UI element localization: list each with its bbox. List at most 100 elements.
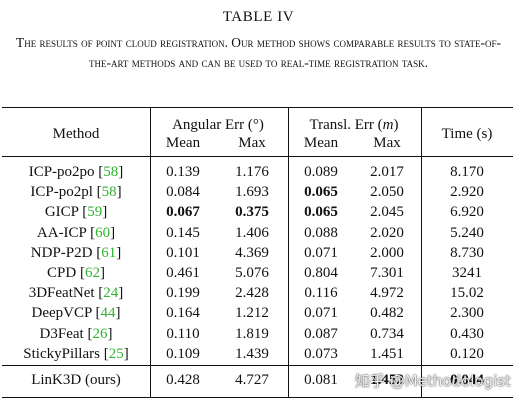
method-cell: NDP-P2D [61] (30, 245, 122, 261)
header-transl-max: Max (373, 135, 401, 151)
value-cell-ang-max: 4.727 (235, 372, 269, 388)
top-rule (2, 107, 513, 109)
citation-link[interactable]: 62 (84, 265, 100, 281)
method-cell: GICP [59] (44, 204, 108, 220)
citation-link[interactable]: 24 (103, 285, 119, 301)
method-cell: ICP-po2po [58] (28, 164, 124, 180)
method-cell: ICP-po2pl [58] (30, 184, 122, 200)
column-divider-transl (421, 366, 422, 397)
value-cell-tr-max: 0.482 (370, 305, 404, 321)
value-cell-tr-max: 0.734 (370, 326, 404, 342)
value-cell-ang-mean: 0.101 (166, 245, 200, 261)
value-cell-time: 0.044 (450, 372, 484, 388)
value-cell-time: 15.02 (450, 285, 484, 301)
method-name: ICP-po2pl (30, 184, 93, 200)
value-cell-tr-mean: 0.065 (304, 204, 338, 220)
value-cell-tr-mean: 0.073 (304, 346, 338, 362)
value-cell-time: 6.920 (450, 204, 484, 220)
header-angular-max: Max (238, 135, 266, 151)
value-cell-tr-mean: 0.088 (304, 225, 338, 241)
value-cell-ang-mean: 0.067 (166, 204, 200, 220)
value-cell-tr-max: 2.050 (370, 184, 404, 200)
value-cell-ang-mean: 0.461 (166, 265, 200, 281)
method-cell: DeepVCP [44] (31, 305, 121, 321)
citation-link[interactable]: 61 (101, 245, 117, 261)
value-cell-ang-max: 1.819 (235, 326, 269, 342)
header-transl-unit: m (382, 117, 394, 133)
table-label: TABLE IV (222, 9, 295, 25)
citation-link[interactable]: 25 (108, 346, 124, 362)
value-cell-tr-mean: 0.116 (304, 285, 338, 301)
value-cell-tr-max: 2.000 (370, 245, 404, 261)
header-angular-group: Angular Err (°) (172, 117, 264, 133)
citation-link[interactable]: 58 (101, 184, 117, 200)
value-cell-ang-max: 1.212 (235, 305, 269, 321)
method-name: AA-ICP (36, 225, 87, 241)
value-cell-tr-max: 1.451 (370, 346, 404, 362)
method-cell: D3Feat [26] (39, 326, 113, 342)
header-time: Time (s) (441, 126, 493, 142)
value-cell-tr-mean: 0.071 (304, 245, 338, 261)
method-cell: CPD [62] (47, 265, 105, 281)
value-cell-ang-max: 1.176 (235, 164, 269, 180)
citation-link[interactable]: 59 (87, 204, 103, 220)
method-name: CPD (47, 265, 77, 281)
column-divider-angular (288, 157, 289, 365)
column-divider-angular (288, 108, 289, 156)
value-cell-ang-mean: 0.109 (166, 346, 200, 362)
bottom-rule (2, 397, 513, 399)
header-angular-mean: Mean (165, 135, 201, 151)
value-cell-tr-mean: 0.804 (304, 265, 338, 281)
value-cell-ang-max: 1.406 (235, 225, 269, 241)
value-cell-tr-max: 2.017 (370, 164, 404, 180)
value-cell-ang-mean: 0.199 (166, 285, 200, 301)
value-cell-tr-max: 2.045 (370, 204, 404, 220)
header-transl-suffix: ) (393, 117, 399, 133)
ours-method-cell: LinK3D (ours) (31, 371, 121, 389)
value-cell-tr-mean: 0.071 (304, 305, 338, 321)
value-cell-time: 2.300 (450, 305, 484, 321)
column-divider-method (150, 157, 151, 365)
value-cell-ang-mean: 0.428 (166, 372, 200, 388)
method-name: DeepVCP (31, 305, 92, 321)
citation-link[interactable]: 44 (100, 305, 116, 321)
column-divider-transl (421, 157, 422, 365)
value-cell-tr-max: 7.301 (370, 265, 404, 281)
value-cell-ang-max: 4.369 (235, 245, 269, 261)
value-cell-ang-mean: 0.145 (166, 225, 200, 241)
ours-separator-rule (2, 365, 513, 366)
citation-link[interactable]: 26 (92, 326, 108, 342)
value-cell-tr-max: 2.020 (370, 225, 404, 241)
value-cell-time: 2.920 (450, 184, 484, 200)
value-cell-time: 0.120 (450, 346, 484, 362)
method-name: LinK3D (ours) (31, 372, 121, 388)
citation-link[interactable]: 58 (103, 164, 119, 180)
column-divider-method (150, 366, 151, 397)
method-name: NDP-P2D (30, 245, 93, 261)
citation-link[interactable]: 60 (95, 225, 111, 241)
watermark: 知乎 @Methodologist (355, 372, 511, 390)
value-cell-tr-max: 4.972 (370, 285, 404, 301)
value-cell-tr-mean: 0.087 (304, 326, 338, 342)
value-cell-ang-max: 0.375 (235, 204, 269, 220)
value-cell-tr-mean: 0.081 (304, 372, 338, 388)
header-transl-group: Transl. Err (m) (309, 116, 398, 134)
table-caption: The results of point cloud registration.… (16, 35, 501, 70)
value-cell-time: 8.730 (450, 245, 484, 261)
value-cell-time: 0.430 (450, 326, 484, 342)
value-cell-ang-mean: 0.139 (166, 164, 200, 180)
value-cell-ang-max: 1.439 (235, 346, 269, 362)
method-cell: StickyPillars [25] (23, 346, 129, 362)
value-cell-time: 8.170 (450, 164, 484, 180)
value-cell-tr-mean: 0.089 (304, 164, 338, 180)
column-divider-method (150, 108, 151, 156)
header-transl-prefix: Transl. Err ( (309, 117, 383, 133)
method-cell: 3DFeatNet [24] (28, 285, 124, 301)
value-cell-tr-max: 1.452 (370, 372, 404, 388)
value-cell-ang-max: 1.693 (235, 184, 269, 200)
method-name: GICP (44, 204, 79, 220)
value-cell-ang-max: 2.428 (235, 285, 269, 301)
method-name: D3Feat (39, 326, 84, 342)
method-name: 3DFeatNet (28, 285, 95, 301)
method-name: StickyPillars (23, 346, 100, 362)
